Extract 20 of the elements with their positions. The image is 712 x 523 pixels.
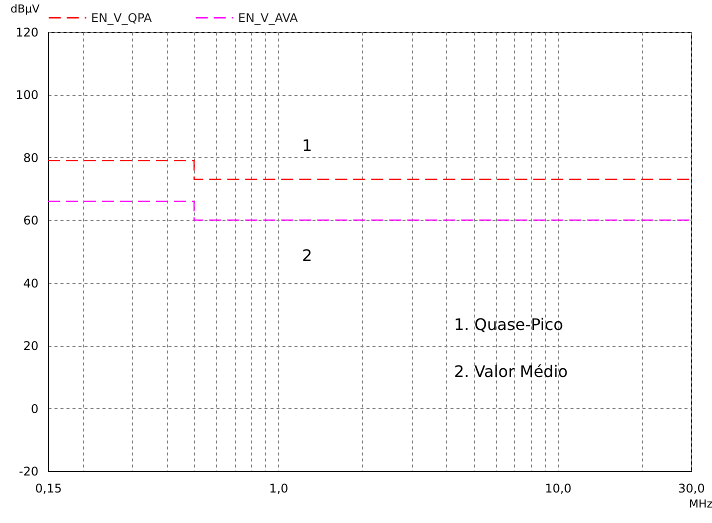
x-tick-label: 30,0 [678, 482, 705, 496]
y-tick-label: 60 [23, 214, 38, 228]
x-axis-title: MHz [688, 498, 712, 510]
y-tick-label: 20 [23, 339, 38, 354]
annotation: 2. Valor Médio [454, 362, 568, 381]
y-tick-label: 0 [30, 402, 38, 416]
y-tick-label: 120 [16, 26, 38, 40]
y-axis-title: dBµV [10, 2, 40, 16]
y-tick-label: 80 [23, 150, 38, 165]
y-tick-label: 40 [23, 276, 38, 290]
legend-label: EN_V_QPA [91, 10, 153, 25]
annotation: 2 [302, 246, 312, 265]
x-tick-label: 10,0 [544, 482, 572, 496]
annotation: 1 [302, 136, 312, 155]
y-tick-label: 100 [16, 88, 38, 102]
y-tick-label: -20 [18, 464, 38, 478]
annotation: 1. Quase-Pico [454, 315, 564, 334]
legend-label: EN_V_AVA [238, 10, 299, 25]
x-tick-label: 0,15 [35, 482, 62, 496]
x-tick-label: 1,0 [269, 482, 288, 496]
